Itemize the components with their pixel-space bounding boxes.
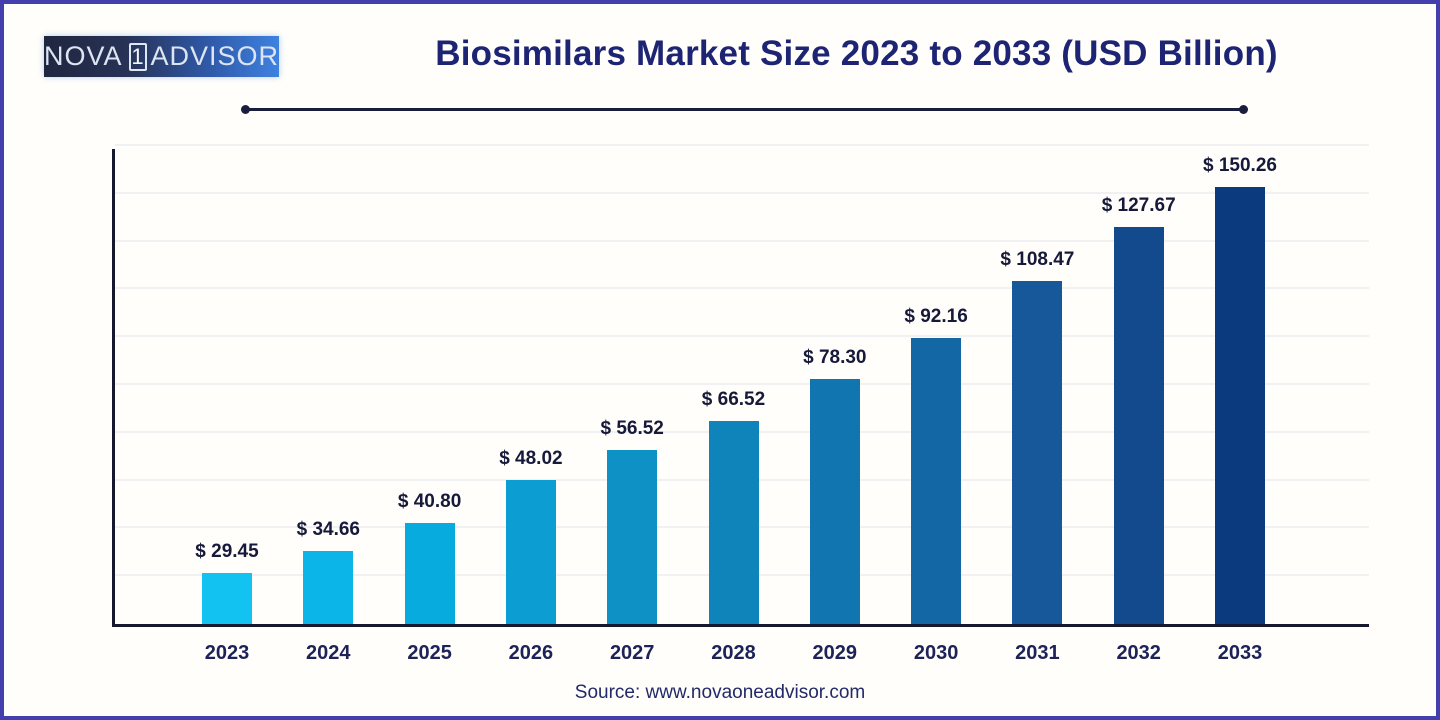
chart-title: Biosimilars Market Size 2023 to 2033 (US… (435, 34, 1278, 73)
x-axis-label-2027: 2027 (609, 642, 655, 664)
bar-value-label-2026: $ 48.02 (499, 448, 563, 469)
bar-value-label-2029: $ 78.30 (803, 347, 867, 368)
bar-2030 (911, 338, 962, 624)
x-axis-label-2029: 2029 (812, 642, 858, 664)
bar-value-label-2033: $ 150.26 (1203, 155, 1277, 176)
bar-2032 (1113, 227, 1164, 624)
x-axis-label-2024: 2024 (306, 642, 351, 664)
bar-value-label-2024: $ 34.66 (296, 519, 360, 540)
bar-value-label-2031: $ 108.47 (1000, 249, 1075, 270)
logo-text-nova: NOVA (44, 41, 123, 71)
gridline (115, 335, 1369, 338)
bar-2025 (404, 523, 455, 624)
bar-value-label-2030: $ 92.16 (904, 306, 968, 327)
gridline (115, 191, 1369, 194)
x-axis-label-2025: 2025 (407, 642, 452, 664)
bar-value-label-2027: $ 56.52 (600, 418, 664, 439)
gridline (115, 239, 1369, 242)
x-axis-label-2031: 2031 (1015, 642, 1060, 664)
bar-2029 (809, 379, 860, 624)
logo-one-box: 1 (128, 42, 148, 71)
bar-value-label-2023: $ 29.45 (195, 541, 259, 562)
logo-text-advisor: ADVISOR (150, 41, 279, 71)
x-axis-label-2030: 2030 (913, 642, 959, 664)
x-axis-label-2026: 2026 (508, 642, 554, 664)
logo-text-one: 1 (131, 43, 145, 69)
x-axis-label-2023: 2023 (204, 642, 250, 664)
bar-2027 (607, 450, 658, 624)
bar-2026 (505, 480, 556, 624)
plot-area: $ 29.45 2023 $ 34.66 2024 $ 40.80 2025 $ 48.02… (112, 144, 1369, 664)
title-underline-rule (241, 105, 1248, 114)
bar-2023 (202, 573, 252, 624)
bar-value-label-2028: $ 66.52 (701, 389, 766, 410)
bar-value-label-2032: $ 127.67 (1101, 195, 1176, 216)
source-text: Source: www.novaoneadvisor.com (574, 682, 866, 703)
bar-value-label-2025: $ 40.80 (397, 491, 462, 512)
bar-2033 (1215, 187, 1265, 624)
x-axis-label-2032: 2032 (1116, 642, 1161, 664)
gridline (115, 287, 1369, 290)
bar-2024 (303, 551, 354, 624)
x-axis-label-2028: 2028 (711, 642, 756, 664)
gridline (115, 144, 1369, 146)
gridline (115, 383, 1369, 385)
x-axis-label-2033: 2033 (1217, 642, 1263, 664)
nova-one-advisor-logo: NOVA 1 ADVISOR (44, 36, 279, 77)
bar-2031 (1012, 281, 1063, 624)
bar-2028 (708, 421, 759, 624)
